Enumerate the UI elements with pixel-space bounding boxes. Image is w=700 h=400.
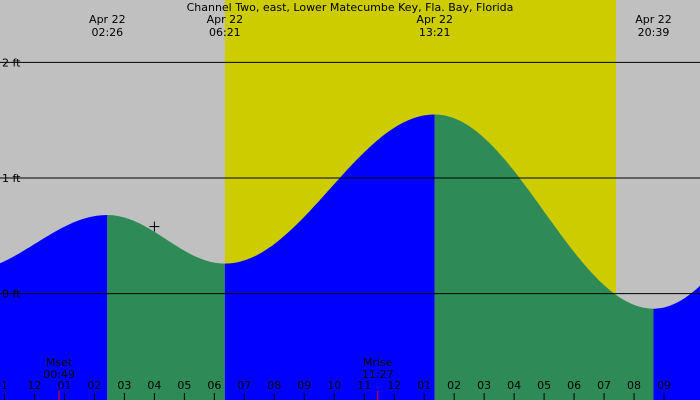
moon-event-time: 11:27	[362, 368, 394, 381]
extreme-time-label: 06:21	[209, 26, 241, 39]
extreme-time-label: 20:39	[638, 26, 670, 39]
y-tick-label: 2 ft	[2, 56, 21, 69]
x-hour-label: 07	[597, 379, 611, 392]
x-hour-label: 07	[237, 379, 251, 392]
x-hour-label: 1	[1, 379, 8, 392]
extreme-date-label: Apr 22	[416, 13, 453, 26]
extreme-time-label: 02:26	[91, 26, 123, 39]
extreme-time-label: 13:21	[419, 26, 451, 39]
y-tick-labels: 0 ft 1 ft 2 ft	[2, 56, 21, 300]
y-tick-label: 1 ft	[2, 172, 21, 185]
x-hour-label: 03	[477, 379, 491, 392]
extreme-date-label: Apr 22	[635, 13, 672, 26]
x-hour-label: 12	[387, 379, 401, 392]
x-hour-label: 02	[87, 379, 101, 392]
x-hour-label: 01	[417, 379, 431, 392]
tide-area	[0, 114, 700, 400]
x-hour-label: 09	[657, 379, 671, 392]
moon-event-time: 00:49	[43, 368, 75, 381]
extreme-date-label: Apr 22	[207, 13, 244, 26]
current-time-marker	[149, 221, 160, 232]
rising-tide-segment	[653, 285, 700, 400]
rising-tide-segment	[224, 114, 435, 400]
x-hour-label: 06	[207, 379, 221, 392]
falling-tide-segment	[434, 114, 654, 400]
y-gridlines	[0, 61, 700, 295]
y-tick-label: 0 ft	[2, 288, 21, 301]
x-hour-labels: 1 12 01 02 03 04 05 06 07 08 09 10 11 12 01 02 03 04 05 06 0…	[1, 379, 671, 400]
x-hour-label: 05	[537, 379, 551, 392]
x-hour-label: 11	[357, 379, 371, 392]
x-hour-label: 06	[567, 379, 581, 392]
moon-event-name: Mrise	[363, 356, 393, 369]
x-hour-label: 12	[27, 379, 41, 392]
x-hour-label: 04	[507, 379, 521, 392]
x-hour-label: 10	[327, 379, 341, 392]
falling-tide-segment	[107, 215, 225, 400]
x-hour-label: 09	[297, 379, 311, 392]
x-hour-label: 01	[57, 379, 71, 392]
x-hour-label: 08	[627, 379, 641, 392]
x-hour-label: 02	[447, 379, 461, 392]
chart-title: Channel Two, east, Lower Matecumbe Key, …	[187, 1, 514, 14]
x-hour-label: 05	[177, 379, 191, 392]
rising-tide-segment	[0, 215, 108, 400]
x-hour-label: 08	[267, 379, 281, 392]
moon-event-name: Mset	[46, 356, 73, 369]
extreme-date-label: Apr 22	[89, 13, 126, 26]
x-hour-label: 03	[117, 379, 131, 392]
x-hour-label: 04	[147, 379, 161, 392]
